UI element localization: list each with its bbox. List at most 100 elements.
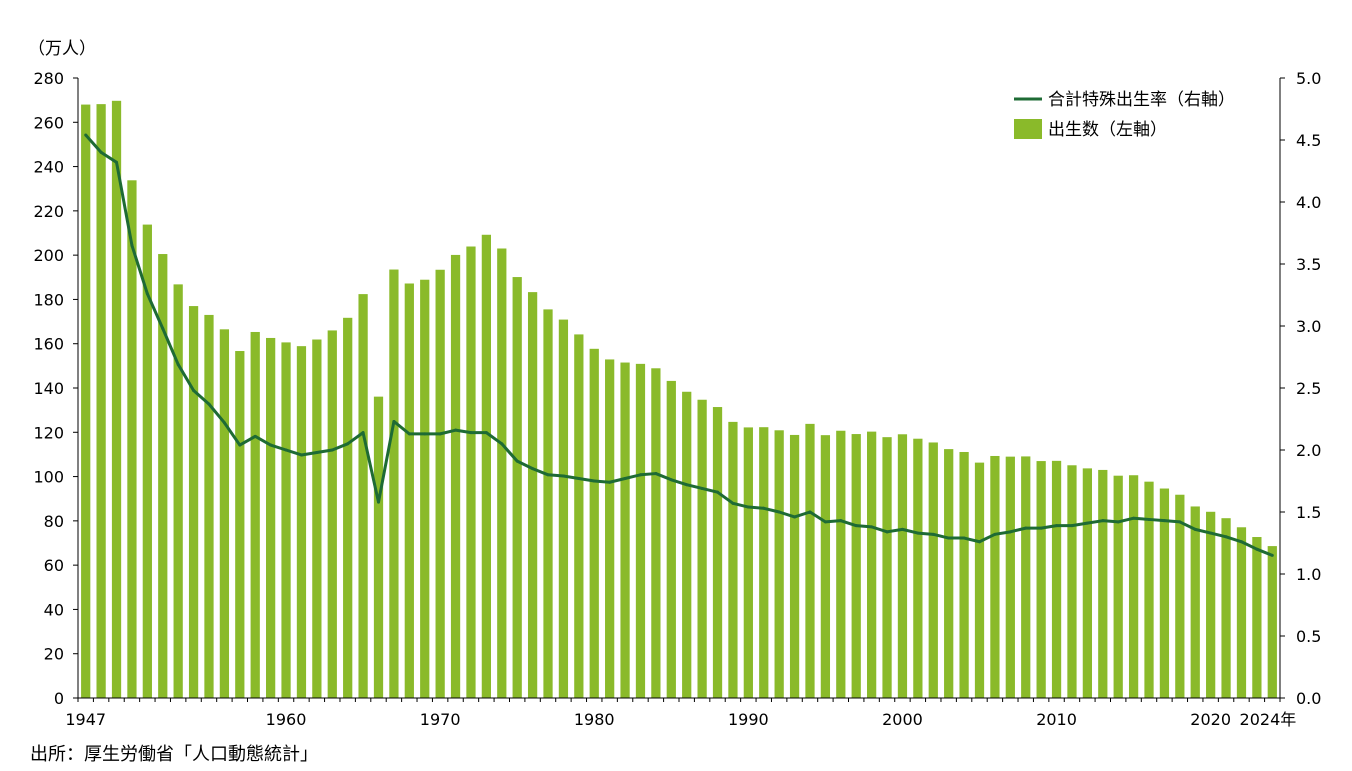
point-2017: [1162, 519, 1166, 523]
point-1986: [685, 483, 689, 487]
point-1959: [269, 443, 273, 447]
bar-2014: [1113, 475, 1123, 698]
bar-1992: [774, 430, 784, 698]
point-1979: [577, 477, 581, 481]
legend-bar-swatch: [1014, 119, 1042, 139]
point-2004: [962, 536, 966, 540]
point-1976: [531, 467, 535, 471]
right-tick-label: 5.0: [1296, 69, 1321, 88]
point-2006: [993, 532, 997, 536]
bar-2007: [1005, 456, 1015, 698]
bar-2003: [944, 449, 954, 698]
bar-1979: [574, 334, 584, 698]
point-1969: [423, 432, 427, 436]
point-1947: [84, 133, 88, 137]
bar-1980: [589, 348, 599, 698]
point-2013: [1101, 519, 1105, 523]
x-tick-label: 2024年: [1240, 710, 1297, 729]
point-1971: [454, 428, 458, 432]
bar-1947: [81, 104, 91, 698]
bar-2001: [913, 438, 923, 698]
point-1989: [731, 501, 735, 505]
point-2012: [1085, 521, 1089, 525]
bar-2004: [959, 451, 969, 698]
bar-1965: [358, 294, 368, 698]
point-1960: [284, 448, 288, 452]
x-tick-label: 1960: [266, 710, 307, 729]
point-1975: [515, 459, 519, 463]
point-1981: [608, 480, 612, 484]
point-1998: [870, 525, 874, 529]
bar-2019: [1190, 506, 1200, 698]
left-tick-label: 220: [33, 202, 64, 221]
point-1972: [469, 431, 473, 435]
bar-2005: [974, 462, 985, 698]
point-1994: [808, 510, 812, 514]
point-1958: [253, 434, 257, 438]
bar-1991: [759, 427, 769, 698]
point-1980: [592, 479, 596, 483]
point-2014: [1116, 520, 1120, 524]
bar-2013: [1098, 469, 1108, 698]
birth-count-bars: [81, 100, 1277, 699]
point-1992: [777, 510, 781, 514]
bar-2000: [897, 434, 908, 698]
point-1948: [99, 150, 103, 154]
bar-1978: [558, 319, 569, 698]
point-1987: [700, 486, 704, 490]
left-tick-label: 260: [33, 113, 64, 132]
bar-1976: [527, 292, 538, 698]
bar-1953: [173, 284, 183, 698]
point-2019: [1193, 527, 1197, 531]
bar-2018: [1175, 494, 1185, 698]
bar-2012: [1082, 468, 1092, 698]
bar-1982: [620, 362, 630, 698]
x-axis-ticks: 1947 1960 1970 1980 1990 2000 2010 2020 2024年: [65, 698, 1296, 729]
bar-1981: [605, 359, 615, 698]
bar-2022: [1236, 527, 1247, 698]
right-tick-label: 0.0: [1296, 689, 1321, 708]
bar-1969: [420, 279, 430, 698]
bar-2006: [990, 455, 1000, 698]
bar-1999: [882, 437, 892, 698]
bar-1951: [142, 224, 152, 698]
bar-2008: [1021, 456, 1031, 698]
point-1966: [377, 500, 380, 504]
left-tick-label: 240: [33, 158, 64, 177]
point-1974: [500, 442, 504, 446]
bar-1983: [635, 363, 646, 698]
point-1956: [222, 421, 226, 425]
bar-1985: [666, 380, 676, 698]
bar-1984: [651, 368, 661, 698]
bar-1993: [789, 434, 800, 698]
bar-1995: [820, 435, 831, 698]
point-1999: [885, 530, 889, 534]
point-1970: [438, 432, 442, 436]
point-2003: [947, 536, 951, 540]
bar-1960: [281, 342, 291, 698]
bar-2016: [1144, 481, 1154, 698]
x-tick-label: 1990: [728, 710, 769, 729]
left-tick-label: 200: [33, 246, 64, 265]
left-tick-label: 100: [33, 468, 64, 487]
point-1953: [176, 362, 180, 366]
bar-1950: [127, 180, 137, 699]
point-1973: [484, 431, 488, 435]
point-1964: [346, 442, 350, 446]
bar-2017: [1159, 488, 1170, 698]
bar-2023: [1252, 537, 1262, 698]
bar-1954: [188, 306, 199, 698]
bar-1967: [389, 269, 399, 698]
point-1990: [746, 505, 750, 509]
bar-1973: [481, 234, 491, 698]
point-2022: [1239, 540, 1243, 544]
point-1965: [361, 431, 365, 435]
left-tick-label: 120: [33, 423, 64, 442]
point-2016: [1147, 517, 1151, 521]
point-2000: [900, 527, 904, 531]
bar-2020: [1206, 511, 1216, 698]
right-tick-label: 4.5: [1296, 131, 1321, 150]
point-2023: [1255, 547, 1259, 551]
point-1949: [115, 160, 119, 164]
left-axis-unit-label: （万人）: [28, 39, 96, 59]
